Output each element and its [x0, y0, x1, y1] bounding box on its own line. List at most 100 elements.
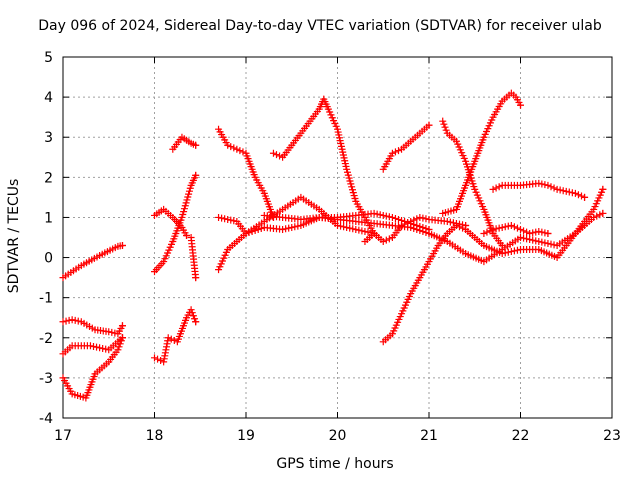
- data-point: [118, 322, 126, 330]
- data-point: [74, 317, 82, 325]
- data-point: [382, 236, 390, 244]
- data-point: [535, 179, 543, 187]
- data-point: [520, 234, 528, 242]
- data-point: [227, 143, 235, 151]
- data-point: [459, 221, 467, 229]
- data-point: [568, 189, 576, 197]
- data-point: [188, 309, 196, 317]
- y-tick-label: -3: [39, 371, 53, 387]
- data-point: [517, 101, 524, 109]
- y-tick-label: 1: [44, 210, 53, 226]
- data-point: [513, 224, 521, 232]
- data-point: [596, 211, 604, 219]
- data-point: [541, 229, 549, 237]
- y-axis-label: SDTVAR / TECUs: [6, 178, 22, 294]
- data-point: [507, 221, 515, 229]
- data-point: [352, 225, 360, 233]
- data-point: [355, 226, 363, 234]
- data-point: [547, 240, 555, 248]
- data-point: [111, 329, 119, 337]
- data-point: [407, 217, 415, 225]
- data-point: [541, 181, 549, 189]
- x-tick-label: 17: [54, 428, 72, 444]
- data-point: [115, 343, 123, 351]
- data-point: [388, 213, 396, 221]
- data-point: [590, 213, 598, 221]
- data-point: [340, 223, 348, 231]
- data-point: [544, 240, 552, 248]
- data-point: [550, 241, 558, 249]
- data-point: [581, 193, 589, 201]
- data-point: [395, 147, 402, 155]
- data-point: [492, 184, 500, 192]
- data-point: [164, 334, 172, 342]
- data-point: [416, 226, 424, 234]
- data-points: [59, 89, 607, 402]
- data-point: [452, 219, 460, 227]
- data-point: [541, 239, 549, 247]
- data-point: [116, 340, 124, 348]
- data-point: [441, 123, 449, 131]
- data-point: [510, 223, 518, 231]
- data-point: [504, 222, 512, 230]
- x-tick-label: 20: [329, 428, 347, 444]
- data-point: [382, 212, 390, 220]
- data-point: [498, 242, 506, 250]
- data-point: [599, 209, 607, 217]
- data-point: [407, 223, 415, 231]
- data-point: [254, 225, 262, 233]
- data-point: [538, 238, 546, 246]
- x-tick-label: 18: [146, 428, 164, 444]
- data-point: [504, 248, 512, 256]
- data-point: [192, 141, 200, 149]
- data-point: [419, 214, 427, 222]
- data-point: [191, 315, 199, 323]
- data-point: [526, 229, 534, 237]
- y-tick-label: 5: [44, 50, 53, 66]
- series-s19: [439, 89, 524, 217]
- data-point: [446, 218, 454, 226]
- data-point: [291, 223, 299, 231]
- data-point: [544, 229, 552, 237]
- data-point: [224, 141, 232, 149]
- data-point: [395, 215, 402, 223]
- data-point: [489, 225, 497, 233]
- data-point: [571, 189, 579, 197]
- data-point: [489, 185, 497, 193]
- y-tick-label: 3: [44, 130, 53, 146]
- data-point: [422, 228, 430, 236]
- data-point: [574, 191, 582, 199]
- data-point: [565, 188, 573, 196]
- series-s15: [379, 185, 607, 346]
- data-point: [192, 318, 200, 326]
- data-point: [62, 317, 70, 325]
- data-point: [183, 231, 191, 239]
- y-tick-label: 2: [44, 170, 53, 186]
- data-point: [108, 328, 116, 336]
- series-s20: [489, 179, 589, 201]
- data-point: [544, 181, 552, 189]
- data-point: [391, 148, 399, 156]
- data-point: [422, 215, 430, 223]
- data-point: [170, 336, 178, 344]
- data-point: [282, 225, 290, 233]
- data-point: [59, 318, 67, 326]
- data-point: [373, 210, 381, 218]
- data-point: [86, 342, 94, 350]
- axes: [62, 56, 613, 419]
- y-tick-label: 0: [44, 251, 53, 267]
- data-point: [192, 171, 200, 179]
- series-s1: [59, 242, 126, 282]
- data-point: [440, 120, 448, 128]
- data-point: [523, 235, 531, 243]
- data-point: [419, 227, 427, 235]
- data-point: [517, 225, 524, 233]
- data-point: [385, 235, 393, 243]
- data-point: [346, 224, 354, 232]
- data-point: [456, 220, 463, 228]
- data-point: [498, 223, 506, 231]
- data-point: [529, 236, 537, 244]
- x-tick-label: 22: [512, 428, 530, 444]
